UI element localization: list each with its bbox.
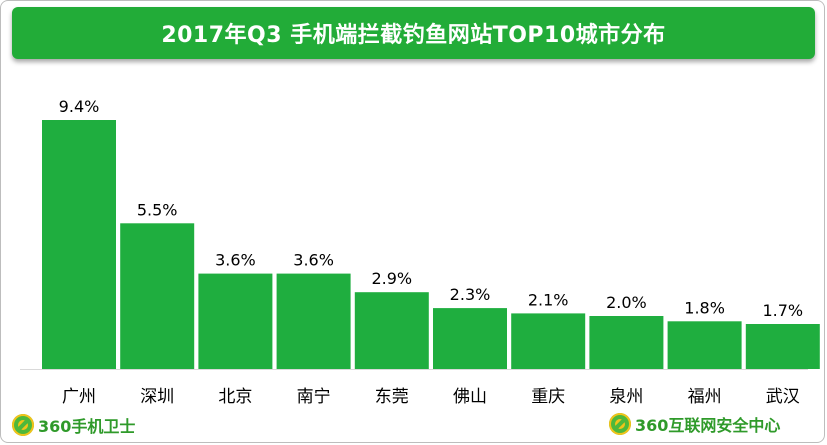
category-label-1: 广州 — [62, 387, 96, 407]
logo-360-mobile-guard: 360手机卫士 — [12, 413, 135, 437]
logo-right-text: 360互联网安全中心 — [635, 416, 781, 435]
logo-left-text: 360手机卫士 — [38, 417, 136, 436]
data-label-9: 1.8% — [684, 298, 725, 317]
bar-9 — [667, 321, 742, 369]
category-label-7: 重庆 — [531, 387, 565, 407]
chart-title: 2017年Q3 手机端拦截钓鱼网站TOP10城市分布 — [161, 23, 666, 48]
data-label-3: 3.6% — [215, 251, 256, 270]
data-label-1: 9.4% — [59, 97, 100, 116]
category-label-8: 泉州 — [609, 387, 643, 407]
category-label-6: 佛山 — [453, 387, 487, 407]
category-label-9: 福州 — [688, 387, 722, 407]
360-shield-logo-icon — [609, 413, 631, 435]
data-label-4: 3.6% — [293, 251, 334, 270]
360-shield-logo-icon — [12, 414, 34, 436]
bar-10 — [745, 324, 820, 369]
bar-4 — [276, 273, 351, 369]
category-label-3: 北京 — [218, 387, 252, 407]
data-label-6: 2.3% — [450, 285, 491, 304]
data-label-5: 2.9% — [371, 269, 412, 288]
bar-7 — [511, 313, 586, 369]
bar-2 — [120, 223, 195, 369]
logo-360-internet-security-center: 360互联网安全中心 — [609, 412, 780, 436]
bar-3 — [198, 273, 273, 369]
data-label-8: 2.0% — [606, 293, 647, 312]
bar-6 — [433, 308, 507, 369]
category-label-2: 深圳 — [140, 387, 174, 407]
data-label-2: 5.5% — [137, 200, 178, 219]
data-label-10: 1.7% — [762, 301, 803, 320]
category-label-10: 武汉 — [766, 387, 800, 407]
bar-1 — [42, 120, 116, 369]
bar-8 — [589, 316, 664, 369]
data-label-7: 2.1% — [528, 290, 569, 309]
bar-5 — [354, 292, 429, 369]
category-label-4: 南宁 — [297, 387, 331, 407]
category-label-5: 东莞 — [375, 387, 409, 407]
title-bar: 2017年Q3 手机端拦截钓鱼网站TOP10城市分布 — [12, 7, 815, 59]
